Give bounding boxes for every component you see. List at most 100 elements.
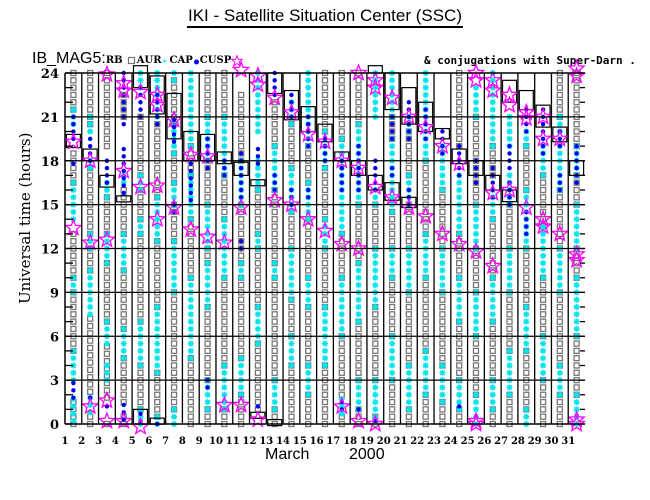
cusp-marker [147,95,167,114]
rb-marker [422,406,429,413]
cap-marker [272,187,277,193]
rb-marker [237,347,245,355]
rb-marker [120,106,127,113]
rb-marker [170,230,178,238]
aur-marker [472,216,479,223]
rb-marker [87,77,94,84]
aur-marker [506,362,513,369]
rb-marker [187,259,194,267]
x-tick-label: 23 [427,436,441,447]
cap-marker [121,183,126,188]
cap-marker [289,100,294,105]
cap-marker [473,165,479,171]
rb-marker [338,252,345,259]
rb-marker [103,91,111,99]
aur-marker [187,172,194,179]
aur-marker [573,274,580,281]
aur-marker [472,223,479,230]
rb-marker [221,99,228,106]
rb-marker [170,91,178,99]
aur-marker [489,304,496,310]
aur-marker [288,355,295,362]
aur-marker [573,304,580,310]
rb-marker [456,362,463,369]
rb-marker [388,413,396,420]
rb-marker [321,296,329,303]
rb-marker [70,325,77,333]
cusp-marker [214,232,234,251]
cap-marker [507,195,512,200]
aur-marker [489,384,496,391]
rb-marker [472,128,480,135]
cap-marker [440,143,445,149]
rb-marker [405,142,413,150]
rb-marker [204,164,211,172]
rb-marker [137,259,144,267]
rb-marker [573,179,580,186]
rb-marker [87,352,94,359]
rb-marker [338,77,345,84]
rb-marker [539,391,547,398]
rb-marker [87,172,94,179]
rb-marker [573,121,580,128]
aur-marker [355,282,362,289]
rb-marker [221,186,228,194]
conjugation-box [401,87,417,125]
conjugation-box [501,189,518,203]
aur-marker [556,384,563,391]
aur-marker [372,260,379,267]
cap-marker [306,187,311,193]
cap-marker [440,151,445,156]
rb-marker [355,340,362,347]
rb-marker [539,398,547,406]
rb-marker [321,106,329,113]
rb-marker [288,398,295,406]
rb-marker [321,413,329,420]
rb-marker [87,359,94,366]
rb-marker [221,413,228,420]
rb-marker [405,311,413,318]
rb-marker [472,355,480,362]
rb-marker [472,340,480,347]
aur-marker [472,325,479,332]
aur-marker [204,399,211,406]
cap-marker [507,165,512,171]
aur-marker [523,143,530,150]
rb-marker [288,325,295,333]
aur-marker [456,230,463,237]
aur-marker [204,304,211,310]
rb-marker [439,406,446,413]
aur-marker [573,238,580,245]
x-tick-label: 17 [326,436,340,447]
aur-marker [322,165,328,172]
aur-marker [456,384,463,391]
rb-marker [321,274,329,281]
rb-marker [472,194,480,201]
cap-marker [574,180,579,185]
rb-marker [221,355,228,362]
cusp-marker [80,396,100,415]
aur-marker [187,99,194,106]
rb-marker [103,84,111,91]
aur-marker [87,282,94,289]
rb-marker [271,216,278,223]
cap-marker [255,161,261,166]
rb-marker [87,179,94,186]
aur-marker [70,208,77,215]
aur-marker [103,260,110,267]
day-column [97,64,117,429]
aur-marker [389,362,396,369]
cusp-marker [214,395,234,413]
rb-marker [137,121,144,128]
rb-marker [288,413,295,420]
rb-marker [539,179,547,186]
aur-marker [187,77,194,84]
aur-marker [154,238,161,245]
aur-marker [573,399,580,406]
cusp-marker [416,117,436,136]
rb-marker [556,194,563,201]
aur-marker [204,296,211,303]
aur-marker [221,252,228,259]
aur-marker [221,128,228,135]
aur-marker [120,325,127,332]
